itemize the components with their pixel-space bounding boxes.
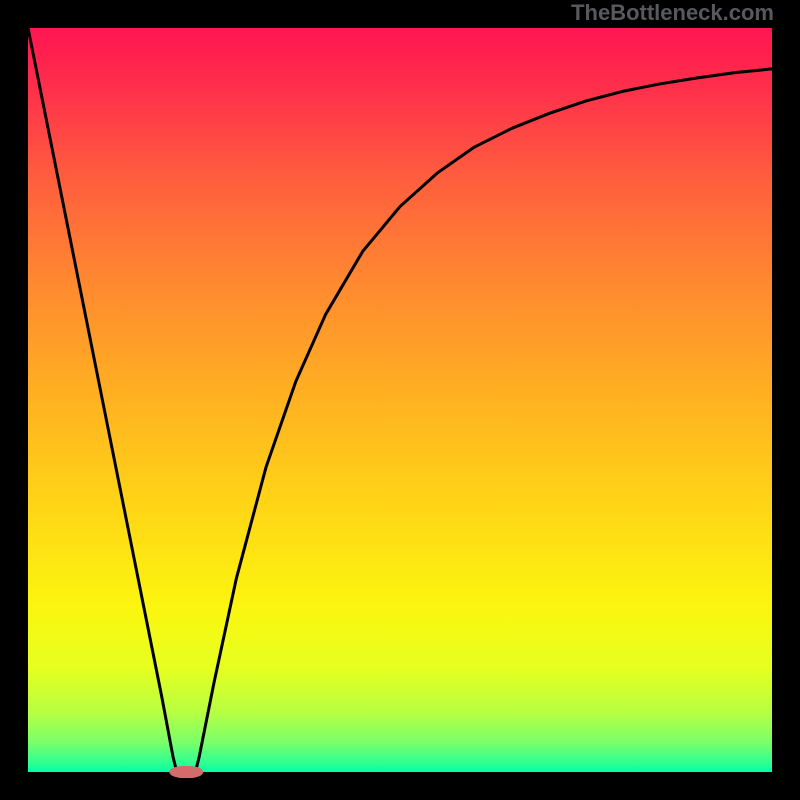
minimum-marker [169, 766, 202, 778]
watermark-text: TheBottleneck.com [571, 0, 774, 26]
bottleneck-curve [28, 28, 772, 772]
outer-frame: TheBottleneck.com [0, 0, 800, 800]
plot-area [28, 28, 772, 772]
